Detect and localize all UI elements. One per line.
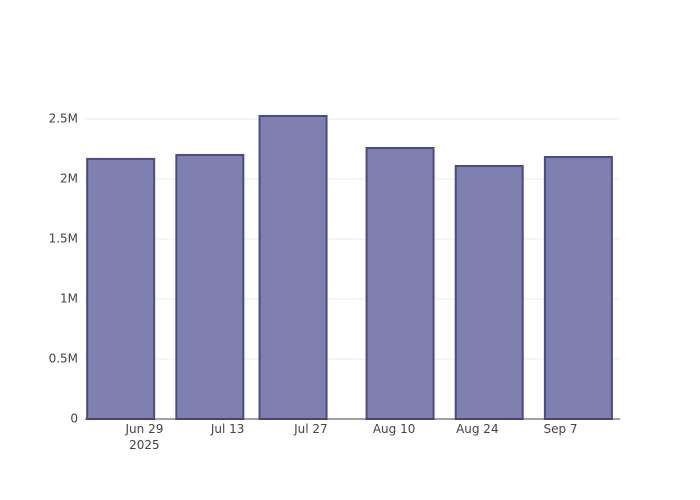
x-tick-label: Jul 27 — [294, 422, 328, 436]
y-tick-label: 2M — [60, 171, 78, 185]
bar — [454, 165, 524, 420]
y-tick-label: 1M — [60, 291, 78, 305]
bar — [258, 114, 328, 420]
x-tick-label: Aug 10 — [372, 422, 416, 436]
x-tick-label: Aug 24 — [456, 422, 499, 436]
bar — [175, 153, 245, 420]
bar — [543, 156, 613, 420]
bar — [365, 147, 435, 420]
x-tick-label: Jul 13 — [210, 422, 245, 436]
x-tick-label: Jun 29 2025 — [125, 422, 164, 452]
y-tick-label: 2.5M — [49, 111, 78, 125]
bar — [86, 157, 156, 420]
y-tick-label: 1.5M — [49, 231, 78, 245]
y-tick-label: 0 — [70, 412, 78, 426]
y-tick-label: 0.5M — [49, 351, 78, 365]
x-tick-label: Sep 7 — [543, 422, 578, 436]
